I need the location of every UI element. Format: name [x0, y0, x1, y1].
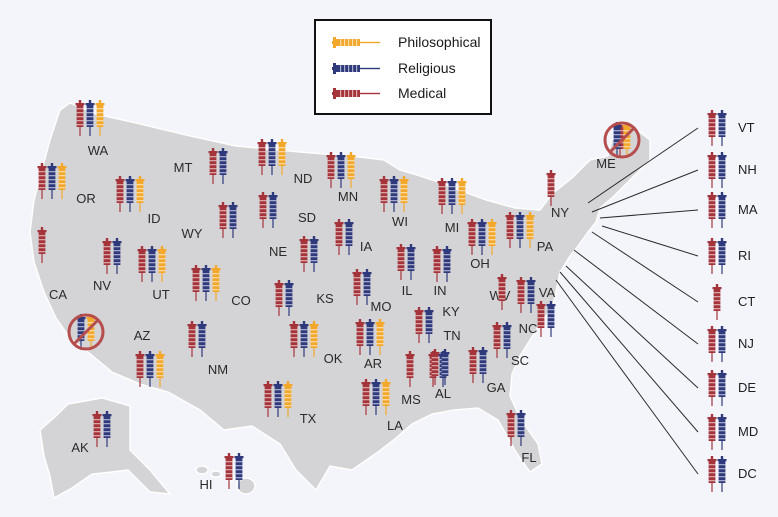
- legend-item-philosophical: Philosophical: [332, 30, 481, 54]
- syringe-medical-icon: [707, 152, 717, 188]
- state-label-ky: KY: [442, 304, 460, 319]
- callout-line: [599, 209, 699, 219]
- state-label-ny: NY: [551, 205, 569, 220]
- small-state-callouts: VT NH MA RI CT NJ DE MD DC: [707, 110, 758, 492]
- callout-label-ct: CT: [738, 294, 755, 309]
- callout-line: [587, 127, 699, 204]
- callout-lines: [555, 127, 699, 475]
- state-label-ak: AK: [71, 440, 89, 455]
- callout-line: [573, 249, 699, 345]
- state-label-hi: HI: [200, 477, 213, 492]
- state-label-mn: MN: [338, 189, 358, 204]
- state-label-in: IN: [434, 283, 447, 298]
- state-label-id: ID: [148, 211, 161, 226]
- syringe-religious-icon: [717, 238, 727, 274]
- syringe-religious-icon: [717, 192, 727, 228]
- syringe-medical-icon: [707, 110, 717, 146]
- state-label-mo: MO: [371, 299, 392, 314]
- state-label-co: CO: [231, 293, 251, 308]
- state-label-ks: KS: [316, 291, 334, 306]
- syringe-icon: [332, 63, 380, 74]
- state-label-oh: OH: [470, 256, 490, 271]
- state-label-mt: MT: [174, 160, 193, 175]
- state-label-nm: NM: [208, 362, 228, 377]
- state-label-ne: NE: [269, 244, 287, 259]
- callout-label-ma: MA: [738, 202, 758, 217]
- legend-label: Philosophical: [398, 34, 481, 50]
- callout-label-dc: DC: [738, 466, 757, 481]
- syringe-religious-icon: [546, 301, 556, 337]
- callout-label-nj: NJ: [738, 336, 754, 351]
- state-label-ms: MS: [401, 392, 421, 407]
- state-labels: WA OR CA NV ID MT WY UT AZ CO NM ND SD NE KS OK TX MN IA MO…: [49, 143, 616, 492]
- state-label-az: AZ: [134, 328, 151, 343]
- state-label-nv: NV: [93, 278, 111, 293]
- callout-label-nh: NH: [738, 162, 757, 177]
- state-label-nd: ND: [294, 171, 313, 186]
- state-label-ok: OK: [324, 351, 343, 366]
- callout-line: [555, 279, 699, 475]
- callout-line: [591, 231, 699, 303]
- callout-line: [601, 225, 699, 257]
- state-label-il: IL: [402, 283, 413, 298]
- no-exemption-ban-icon: [603, 121, 641, 159]
- callout-line: [565, 265, 699, 389]
- state-label-or: OR: [76, 191, 96, 206]
- syringe-medical-icon: [707, 414, 717, 450]
- ban-icons: [67, 121, 641, 351]
- state-label-la: LA: [387, 418, 403, 433]
- state-label-pa: PA: [537, 239, 554, 254]
- callout-line: [591, 169, 699, 213]
- state-label-wi: WI: [392, 214, 408, 229]
- callout-line: [559, 271, 699, 433]
- state-label-mi: MI: [445, 220, 459, 235]
- state-label-nc: NC: [519, 321, 538, 336]
- callout-label-de: DE: [738, 380, 756, 395]
- syringe-medical-icon: [712, 284, 722, 320]
- syringe-medical-icon: [707, 192, 717, 228]
- state-label-al: AL: [435, 386, 451, 401]
- state-label-va: VA: [539, 285, 556, 300]
- state-label-ia: IA: [360, 239, 373, 254]
- syringe-religious-icon: [717, 326, 727, 362]
- syringe-religious-icon: [717, 414, 727, 450]
- callout-label-vt: VT: [738, 120, 755, 135]
- syringe-religious-icon: [717, 456, 727, 492]
- state-label-sc: SC: [511, 353, 529, 368]
- legend-label: Medical: [398, 85, 447, 101]
- legend-item-medical: Medical: [332, 81, 446, 105]
- syringe-medical-icon: [707, 238, 717, 274]
- state-label-me: ME: [596, 156, 616, 171]
- state-label-ut: UT: [152, 287, 169, 302]
- legend: Philosophical Religious Medical: [314, 19, 492, 115]
- callout-label-md: MD: [738, 424, 758, 439]
- syringe-religious-icon: [717, 110, 727, 146]
- state-label-wa: WA: [88, 143, 109, 158]
- state-label-fl: FL: [521, 450, 536, 465]
- syringe-medical-icon: [707, 326, 717, 362]
- syringe-religious-icon: [717, 152, 727, 188]
- state-label-tx: TX: [300, 411, 317, 426]
- syringe-religious-icon: [717, 370, 727, 406]
- state-label-sd: SD: [298, 210, 316, 225]
- callout-label-ri: RI: [738, 248, 751, 263]
- syringe-medical-icon: [536, 301, 546, 337]
- syringe-icon: [332, 37, 380, 48]
- state-label-ga: GA: [487, 380, 506, 395]
- legend-label: Religious: [398, 60, 456, 76]
- legend-item-religious: Religious: [332, 56, 456, 80]
- state-shapes: [29, 102, 651, 500]
- syringe-medical-icon: [707, 370, 717, 406]
- syringe-medical-icon: [224, 453, 234, 489]
- state-label-tn: TN: [443, 328, 460, 343]
- state-label-ca: CA: [49, 287, 67, 302]
- syringe-icon: [332, 88, 380, 99]
- syringe-medical-icon: [707, 456, 717, 492]
- no-exemption-ban-icon: [67, 313, 105, 351]
- state-label-ar: AR: [364, 356, 382, 371]
- state-label-wy: WY: [182, 226, 203, 241]
